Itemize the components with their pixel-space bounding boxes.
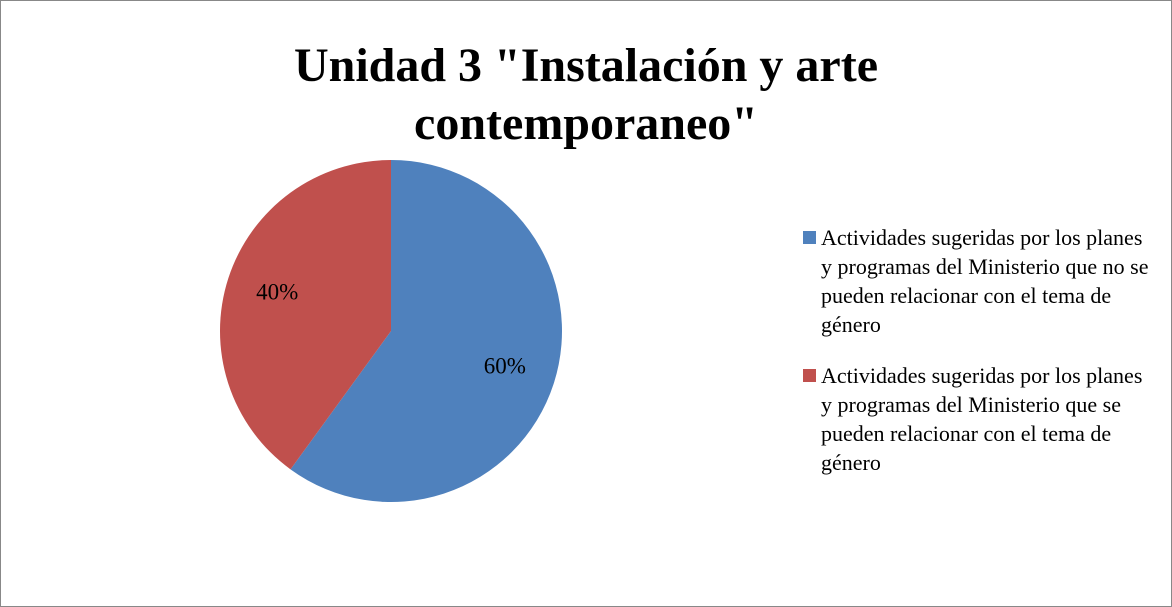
legend-item: Actividades sugeridas por los planes y p…: [803, 361, 1163, 477]
legend: Actividades sugeridas por los planes y p…: [803, 223, 1163, 499]
data-label: 40%: [256, 279, 298, 304]
pie-slice: [219, 160, 391, 470]
chart-title: Unidad 3 "Instalación y arte contemporan…: [293, 39, 879, 150]
legend-swatch: [803, 369, 816, 382]
pie-slice: [290, 160, 562, 503]
title-box: Unidad 3 "Instalación y arte contemporan…: [1, 37, 1171, 153]
legend-label: Actividades sugeridas por los planes y p…: [821, 363, 1143, 475]
legend-item: Actividades sugeridas por los planes y p…: [803, 223, 1163, 339]
data-label: 60%: [484, 353, 526, 378]
legend-swatch: [803, 231, 816, 244]
legend-label: Actividades sugeridas por los planes y p…: [821, 225, 1149, 337]
